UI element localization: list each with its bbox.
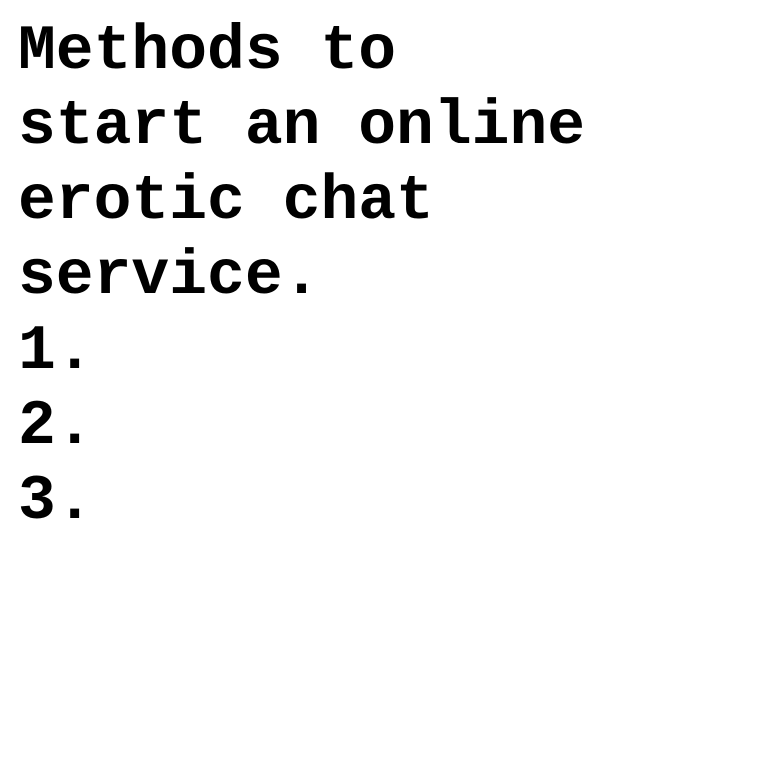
list-item-3: 3. [18, 466, 94, 537]
title-line-2: start an online [18, 91, 586, 162]
title-line-4: service. [18, 241, 321, 312]
list-item-1: 1. [18, 316, 94, 387]
document-body: Methods to start an online erotic chat s… [18, 14, 748, 539]
title-line-1: Methods to [18, 16, 397, 87]
list-item-2: 2. [18, 391, 94, 462]
title-line-3: erotic chat [18, 166, 434, 237]
